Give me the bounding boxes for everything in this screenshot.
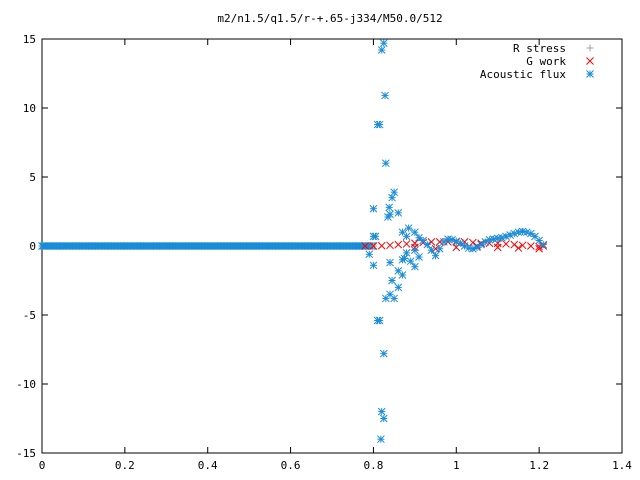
legend-marker: [586, 57, 594, 65]
g-work-point: [502, 240, 510, 248]
acoustic-flux-point: [375, 120, 384, 129]
acoustic-flux-point: [411, 228, 419, 237]
acoustic-flux-point: [431, 251, 440, 260]
acoustic-flux-point: [377, 46, 386, 54]
acoustic-flux-point: [489, 235, 498, 243]
legend-label: Acoustic flux: [480, 68, 566, 81]
data-marks: [38, 39, 548, 444]
legend-label: G work: [526, 55, 566, 68]
x-tick-label: 0.4: [198, 459, 218, 472]
acoustic-flux-point: [375, 316, 384, 325]
g-work-point: [394, 240, 403, 249]
acoustic-flux-point: [385, 203, 394, 212]
acoustic-flux-point: [400, 254, 409, 263]
x-tick-label: 0.8: [363, 459, 383, 472]
g-work-point: [514, 244, 523, 252]
y-tick-label: 0: [29, 240, 36, 253]
acoustic-flux-point: [394, 283, 403, 292]
acoustic-flux-point: [390, 294, 398, 303]
acoustic-flux-point: [448, 235, 456, 244]
x-tick-label: 0: [39, 459, 46, 472]
x-tick-label: 1.4: [612, 459, 632, 472]
y-tick-label: -15: [16, 447, 36, 460]
acoustic-flux-point: [369, 261, 378, 270]
x-tick-label: 1.2: [529, 459, 549, 472]
acoustic-flux-point: [369, 204, 378, 213]
g-work-point: [361, 242, 369, 250]
acoustic-flux-point: [382, 159, 390, 168]
acoustic-flux-point: [386, 210, 394, 219]
g-work-point: [518, 241, 527, 250]
acoustic-flux-point: [365, 250, 374, 259]
acoustic-flux-point: [502, 232, 510, 241]
y-tick-label: 5: [29, 171, 36, 184]
g-work-point: [402, 240, 411, 248]
chart-title: m2/n1.5/q1.5/r-+.65-j334/M50.0/512: [217, 12, 442, 25]
acoustic-flux-point: [388, 276, 396, 285]
g-work-point: [377, 241, 386, 250]
acoustic-flux-point: [377, 435, 385, 444]
acoustic-flux-point: [369, 232, 378, 241]
acoustic-flux-point: [406, 257, 415, 266]
axes: 0 0.2 0.4 0.6 0.8 1 1.2 1.4 -15 -10 -5 0 5 10 15: [16, 33, 632, 472]
g-work-point: [369, 242, 378, 250]
g-work-point: [386, 241, 394, 250]
acoustic-flux-point: [411, 262, 419, 271]
acoustic-flux-point: [402, 232, 411, 241]
acoustic-flux-point: [423, 240, 432, 249]
acoustic-flux-point: [435, 244, 444, 253]
legend-label: R stress: [513, 42, 566, 55]
acoustic-flux-point: [381, 91, 389, 100]
acoustic-flux-point: [379, 349, 388, 358]
acoustic-flux-point: [415, 253, 423, 261]
g-work-point: [527, 242, 535, 250]
acoustic-flux-point: [379, 414, 388, 423]
acoustic-flux-point: [404, 224, 413, 232]
y-tick-label: 10: [23, 102, 36, 115]
acoustic-flux-point: [427, 246, 436, 254]
acoustic-flux-point: [386, 258, 394, 267]
legend-marker: [586, 70, 594, 78]
x-tick-label: 0.2: [115, 459, 135, 472]
acoustic-flux-point: [377, 407, 386, 416]
legend-marker: [586, 44, 594, 52]
acoustic-flux-point: [394, 209, 403, 217]
acoustic-flux-point: [398, 271, 407, 279]
acoustic-flux-point: [444, 235, 452, 243]
y-tick-label: 15: [23, 33, 36, 46]
x-tick-label: 0.6: [281, 459, 301, 472]
acoustic-flux-point: [390, 188, 398, 197]
acoustic-flux-point: [379, 39, 388, 47]
x-tick-label: 1: [453, 459, 460, 472]
y-tick-label: -10: [16, 378, 36, 391]
y-tick-label: -5: [23, 309, 36, 322]
acoustic-flux-point: [411, 246, 419, 254]
acoustic-flux-point: [539, 240, 548, 249]
g-work-point: [493, 243, 502, 252]
